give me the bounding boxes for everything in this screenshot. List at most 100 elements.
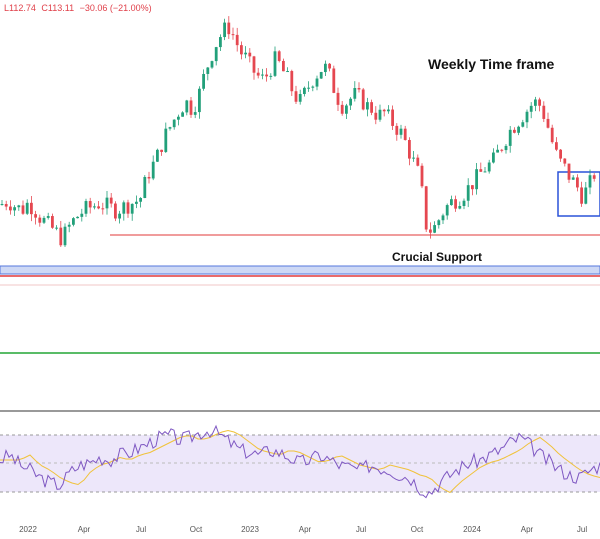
candle-body xyxy=(114,203,117,219)
candle-body xyxy=(458,206,462,209)
candle-body xyxy=(391,109,394,126)
x-tick-label: 2024 xyxy=(463,525,481,534)
candle-body xyxy=(466,185,470,201)
candle-body xyxy=(576,177,579,188)
x-tick-label: Oct xyxy=(190,525,203,534)
candle-body xyxy=(269,75,273,77)
candle-body xyxy=(80,213,84,217)
candle-body xyxy=(252,56,256,73)
candle-body xyxy=(437,220,441,226)
consolidation-box xyxy=(557,171,600,217)
candle-body xyxy=(345,105,348,114)
candle-body xyxy=(504,145,508,151)
candle-body xyxy=(214,47,218,62)
candle-body xyxy=(67,224,71,227)
candle-body xyxy=(471,185,474,190)
candle-body xyxy=(382,109,386,112)
candle-body xyxy=(181,112,184,117)
candles xyxy=(0,16,596,247)
candle-body xyxy=(34,214,37,218)
x-tick-label: Jul xyxy=(356,525,366,534)
candle-body xyxy=(193,112,197,115)
candle-body xyxy=(97,206,100,209)
x-tick-label: Apr xyxy=(299,525,312,534)
candle-body xyxy=(366,102,369,110)
candle-body xyxy=(17,205,21,208)
candle-body xyxy=(109,197,113,204)
x-tick-label: 2023 xyxy=(241,525,259,534)
candle-body xyxy=(147,176,151,179)
candle-body xyxy=(151,161,155,179)
candle-body xyxy=(441,215,445,221)
candle-body xyxy=(164,128,168,152)
candle-body xyxy=(340,104,344,114)
candle-body xyxy=(500,149,504,151)
candle-body xyxy=(240,45,243,55)
candle-body xyxy=(55,227,58,229)
x-tick-label: 2022 xyxy=(19,525,37,534)
candle-body xyxy=(521,122,525,127)
candle-body xyxy=(177,116,180,120)
candle-body xyxy=(319,72,323,79)
candle-body xyxy=(462,200,466,207)
x-tick-label: Jul xyxy=(136,525,146,534)
candle-body xyxy=(277,51,281,61)
candle-body xyxy=(30,202,33,215)
candle-body xyxy=(563,158,567,164)
candle-body xyxy=(235,34,239,46)
candle-body xyxy=(130,203,134,214)
candle-body xyxy=(584,187,588,204)
candle-body xyxy=(534,99,537,106)
candle-body xyxy=(88,201,92,208)
ohlc-close: C113.11 xyxy=(41,3,75,13)
candle-body xyxy=(51,216,54,228)
candle-body xyxy=(4,204,8,207)
candle-body xyxy=(445,205,449,216)
candle-body xyxy=(412,157,415,159)
candle-body xyxy=(0,204,4,206)
candle-body xyxy=(387,109,390,112)
candle-body xyxy=(408,139,411,159)
candle-body xyxy=(311,86,315,88)
candle-body xyxy=(290,71,294,92)
candle-body xyxy=(298,94,302,102)
candle-body xyxy=(282,60,285,72)
candle-body xyxy=(420,165,424,187)
candle-body xyxy=(244,52,247,55)
candle-body xyxy=(286,71,289,73)
candle-body xyxy=(84,201,88,214)
candle-body xyxy=(550,127,554,143)
candle-body xyxy=(588,175,592,188)
candle-body xyxy=(357,88,361,90)
candle-body xyxy=(202,73,205,89)
candle-body xyxy=(525,111,529,123)
candle-body xyxy=(450,199,453,206)
candle-body xyxy=(273,51,277,76)
candle-body xyxy=(567,163,571,180)
candle-body xyxy=(160,149,163,152)
rsi-line xyxy=(0,424,600,499)
candle-body xyxy=(483,171,487,173)
candle-body xyxy=(72,218,75,225)
ohlc-low: L112.74 xyxy=(4,3,36,13)
candle-body xyxy=(198,88,201,113)
candle-body xyxy=(13,207,16,211)
candle-body xyxy=(261,74,264,76)
candle-body xyxy=(135,201,138,204)
candle-body xyxy=(370,102,373,113)
candle-body xyxy=(559,149,562,159)
support-label: Crucial Support xyxy=(392,250,482,264)
candle-body xyxy=(223,22,226,38)
candle-body xyxy=(555,142,558,150)
candle-body xyxy=(38,217,42,223)
candle-body xyxy=(353,88,357,99)
candle-body xyxy=(168,127,172,129)
candle-body xyxy=(429,229,432,233)
candle-body xyxy=(122,202,126,214)
candle-body xyxy=(361,89,365,110)
candle-body xyxy=(571,177,575,180)
candle-body xyxy=(399,128,403,135)
ohlc-header: L112.74 C113.11 −30.06 (−21.00%) xyxy=(4,3,155,13)
x-tick-label: Jul xyxy=(577,525,587,534)
